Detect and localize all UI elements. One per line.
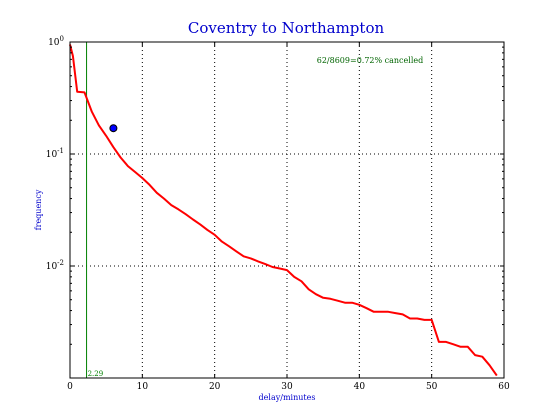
x-axis-label: delay/minutes [259,393,316,402]
cancelled-annotation: 62/8609=0.72% cancelled [317,56,423,65]
x-tick-label: 10 [137,382,149,392]
frequency-series-line [69,44,498,377]
x-tick-label: 20 [209,382,221,392]
x-tick-label: 0 [67,382,73,392]
data-marker-point [109,124,118,133]
chart-title: Coventry to Northampton [188,19,385,37]
x-tick-label: 40 [354,382,366,392]
threshold-label: 2.29 [88,370,104,378]
y-tick-exponent: -1 [57,147,64,155]
y-axis-label: frequency [34,189,43,230]
y-tick-exponent: -2 [57,259,64,267]
x-tick-labels: 0 10 20 30 40 50 60 [67,382,510,392]
x-tick-label: 50 [426,382,438,392]
y-tick-exponent: 0 [60,35,64,43]
marker-group [109,124,118,133]
x-tick-label: 30 [281,382,293,392]
series-group [69,44,498,377]
x-tick-label: 60 [498,382,510,392]
grid-lines [70,42,504,378]
axis-ticks [69,41,505,378]
